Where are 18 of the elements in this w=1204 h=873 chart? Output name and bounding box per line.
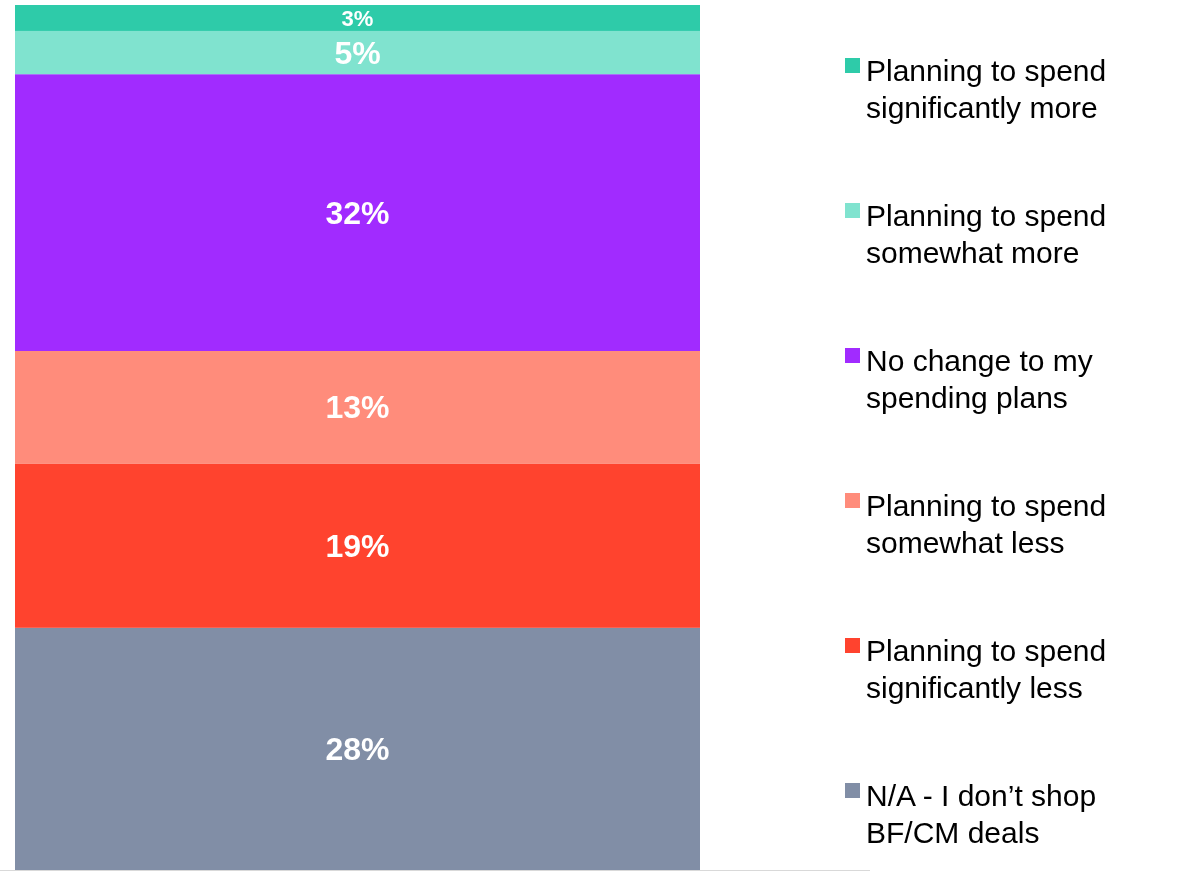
data-label: 28% [325,731,390,768]
data-label: 19% [325,527,390,564]
data-label: 3% [341,5,374,31]
bar [15,463,700,628]
bar [15,5,700,31]
data-label: 5% [334,34,381,71]
legend-label: Planning to spend somewhat less [866,488,1107,559]
legend-label: Planning to spend somewhat more [866,198,1107,269]
data-label: 13% [325,389,390,426]
bar [15,351,700,464]
bar [15,74,700,351]
bar [15,627,700,870]
data-label: 32% [325,194,390,231]
legend-label: N/A - I don’t shop BF/CM deals [866,778,1097,849]
legend-label: Planning to spend significantly more [866,53,1107,124]
bar [15,30,700,75]
legend-label: Planning to spend significantly less [866,633,1107,704]
legend-label: No change to my spending plans [866,343,1093,414]
